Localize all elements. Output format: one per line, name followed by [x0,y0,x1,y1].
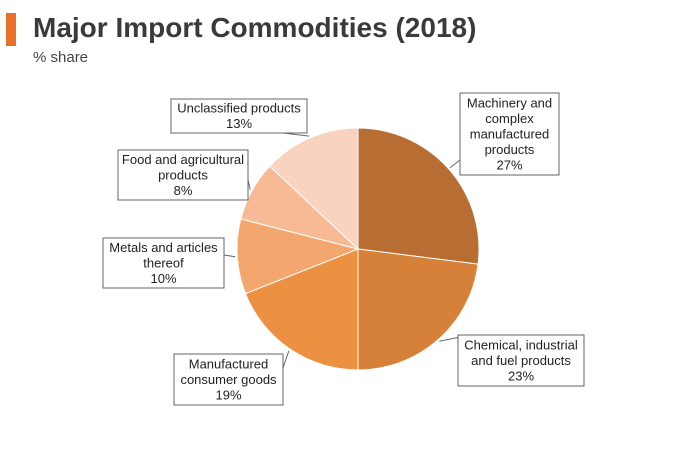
slice-label-box [170,98,308,134]
slice-value-label: 23% [508,368,534,383]
slice-value-label: 13% [226,116,252,131]
slice-category-label: Manufactured [189,356,269,371]
slice-value-label: 27% [496,157,522,172]
slice-value-label: 10% [150,271,176,286]
leader-line-metals-and-articles-thereof [223,254,236,258]
slice-category-label: manufactured [470,126,550,141]
pie-slice-metals-and-articles-thereof [236,218,360,295]
slice-category-label: products [158,167,208,182]
slice-category-label: Metals and articles [109,240,218,255]
slice-category-label: and fuel products [471,353,571,368]
chart-title: Major Import Commodities (2018) [33,12,477,43]
slice-category-label: complex [485,111,534,126]
slice-value-label: 19% [215,387,241,402]
slice-category-label: consumer goods [180,372,277,387]
leader-line-machinery-and-complex-manufactured-products [449,159,461,169]
pie-slice-machinery-and-complex-manufactured-products [357,127,480,265]
slice-label-box [102,237,225,289]
slice-label-box [117,149,249,201]
slice-category-label: Food and agricultural [122,152,244,167]
slice-category-label: thereof [143,255,184,270]
slice-label-box [173,353,284,406]
title-accent-bar [6,13,16,46]
chart-subtitle: % share [33,49,89,66]
pie-slice-manufactured-consumer-goods [244,248,359,371]
slice-value-label: 8% [174,183,193,198]
slice-category-label: Chemical, industrial [464,337,578,352]
leader-line-manufactured-consumer-goods [282,350,290,369]
pie-slice-unclassified-products [269,127,359,251]
slice-label-box [457,334,585,387]
slice-label-machinery-and-complex-manufactured-products: Machinery andcomplexmanufacturedproducts… [459,92,560,176]
pie-slice-chemical-industrial-and-fuel-products [357,248,479,371]
slice-category-label: Machinery and [467,95,552,110]
slice-category-label: products [485,142,535,157]
slice-category-label: Unclassified products [177,101,301,116]
leader-line-unclassified-products [282,132,310,137]
slice-label-box [459,92,560,176]
